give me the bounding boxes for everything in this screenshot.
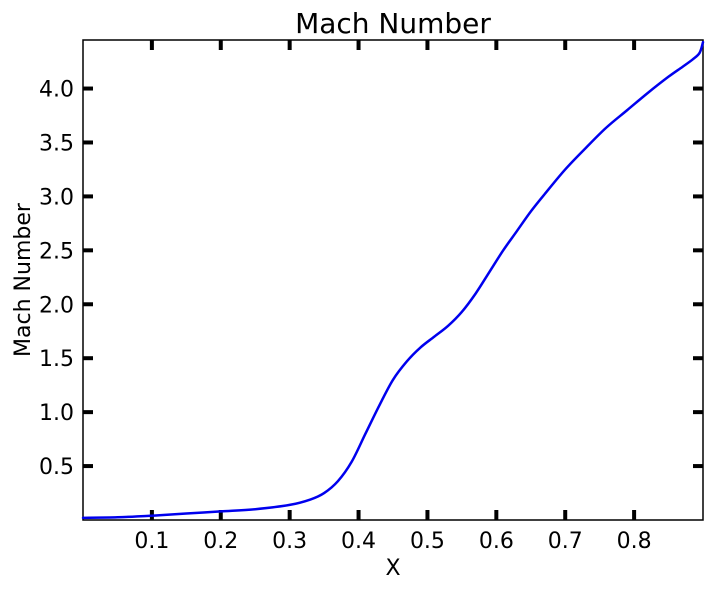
y-tick-label: 2.0 bbox=[39, 293, 74, 318]
series-layer bbox=[81, 40, 705, 520]
x-tick-label: 0.7 bbox=[548, 529, 583, 554]
x-tick-label: 0.3 bbox=[272, 529, 307, 554]
x-tick-label: 0.8 bbox=[617, 529, 652, 554]
x-axis-ticks: 0.1 0.2 0.3 0.4 0.5 0.6 0.7 0.8 bbox=[134, 40, 652, 554]
y-tick-label: 2.5 bbox=[39, 239, 74, 264]
y-tick-label: 3.5 bbox=[39, 131, 74, 156]
mach-number-line bbox=[81, 40, 705, 520]
plot-area bbox=[82, 39, 704, 521]
plot-frame bbox=[82, 39, 704, 521]
y-tick-label: 1.5 bbox=[39, 347, 74, 372]
y-tick-label: 3.0 bbox=[39, 185, 74, 210]
x-tick-label: 0.1 bbox=[134, 529, 169, 554]
y-tick-label: 1.0 bbox=[39, 401, 74, 426]
y-tick-label: 4.0 bbox=[39, 78, 74, 103]
x-tick-label: 0.5 bbox=[410, 529, 445, 554]
x-tick-label: 0.4 bbox=[341, 529, 376, 554]
chart-title: Mach Number bbox=[295, 7, 491, 40]
x-tick-label: 0.2 bbox=[203, 529, 238, 554]
x-axis-label: X bbox=[385, 556, 400, 581]
y-axis-ticks: 0.5 1.0 1.5 2.0 2.5 3.0 3.5 4.0 bbox=[39, 78, 703, 480]
y-tick-label: 0.5 bbox=[39, 455, 74, 480]
x-tick-label: 0.6 bbox=[479, 529, 514, 554]
y-axis-label: Mach Number bbox=[11, 202, 36, 357]
